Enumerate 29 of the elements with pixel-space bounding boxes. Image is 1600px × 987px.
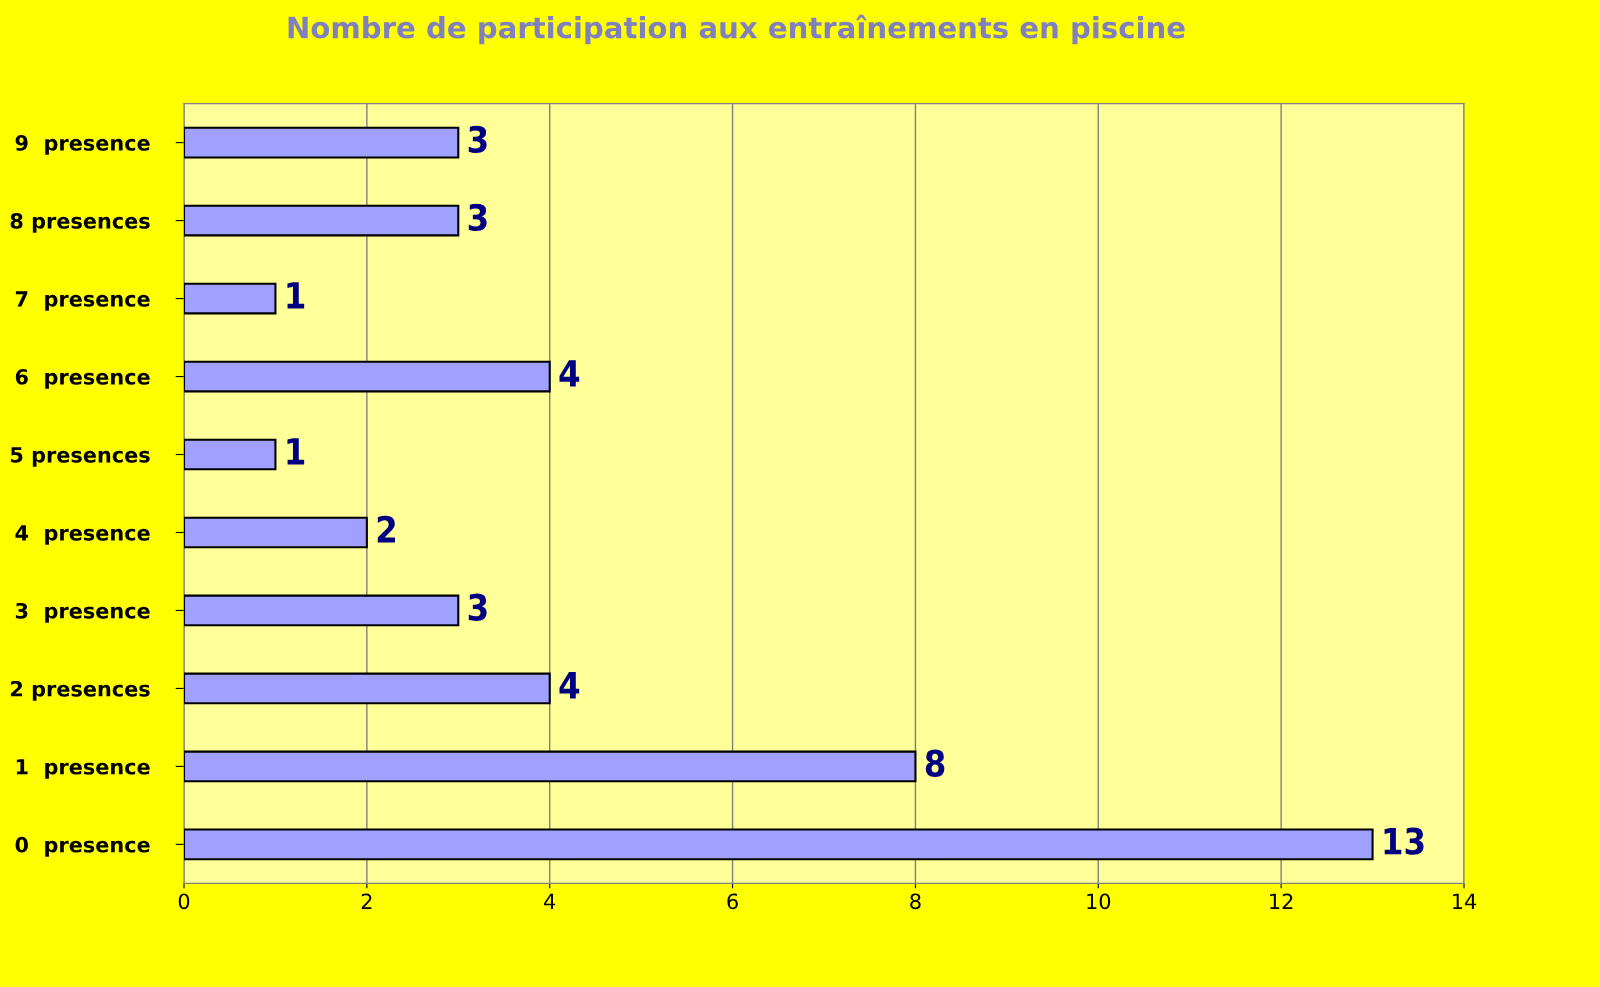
y-tick-label: 6 presence bbox=[15, 369, 150, 389]
x-tick-label: 8 bbox=[910, 893, 921, 910]
data-label: 8 bbox=[925, 749, 945, 777]
data-label: 4 bbox=[559, 672, 580, 699]
x-tick-label: 10 bbox=[1087, 893, 1111, 910]
x-tick-label: 14 bbox=[1453, 893, 1477, 909]
y-tick-label: 3 presence bbox=[15, 602, 150, 623]
y-tick-label: 8 presences bbox=[10, 213, 150, 233]
data-label: 3 bbox=[468, 125, 487, 154]
chart-title: Nombre de participation aux entraînements en piscine bbox=[288, 14, 1185, 45]
y-tick-label: 1 presence bbox=[16, 759, 150, 779]
y-tick-label: 5 presences bbox=[10, 447, 150, 467]
y-tick-label: 0 presence bbox=[15, 836, 150, 857]
data-label: 3 bbox=[468, 203, 487, 232]
x-tick-label: 4 bbox=[544, 893, 556, 909]
data-label: 2 bbox=[377, 515, 395, 543]
x-tick-label: 0 bbox=[178, 893, 190, 910]
data-label: 1 bbox=[287, 438, 305, 465]
data-label: 1 bbox=[287, 282, 305, 309]
y-tick-label: 2 presences bbox=[11, 680, 150, 701]
y-tick-label: 4 presence bbox=[15, 525, 150, 545]
y-tick-label: 9 presence bbox=[15, 135, 150, 155]
y-tick-label: 7 presence bbox=[15, 291, 150, 311]
data-label: 13 bbox=[1384, 827, 1424, 855]
data-label: 3 bbox=[468, 593, 487, 621]
x-tick-label: 2 bbox=[361, 893, 372, 909]
x-tick-label: 12 bbox=[1270, 893, 1293, 909]
x-tick-label: 6 bbox=[727, 893, 738, 910]
data-label: 4 bbox=[559, 360, 580, 387]
